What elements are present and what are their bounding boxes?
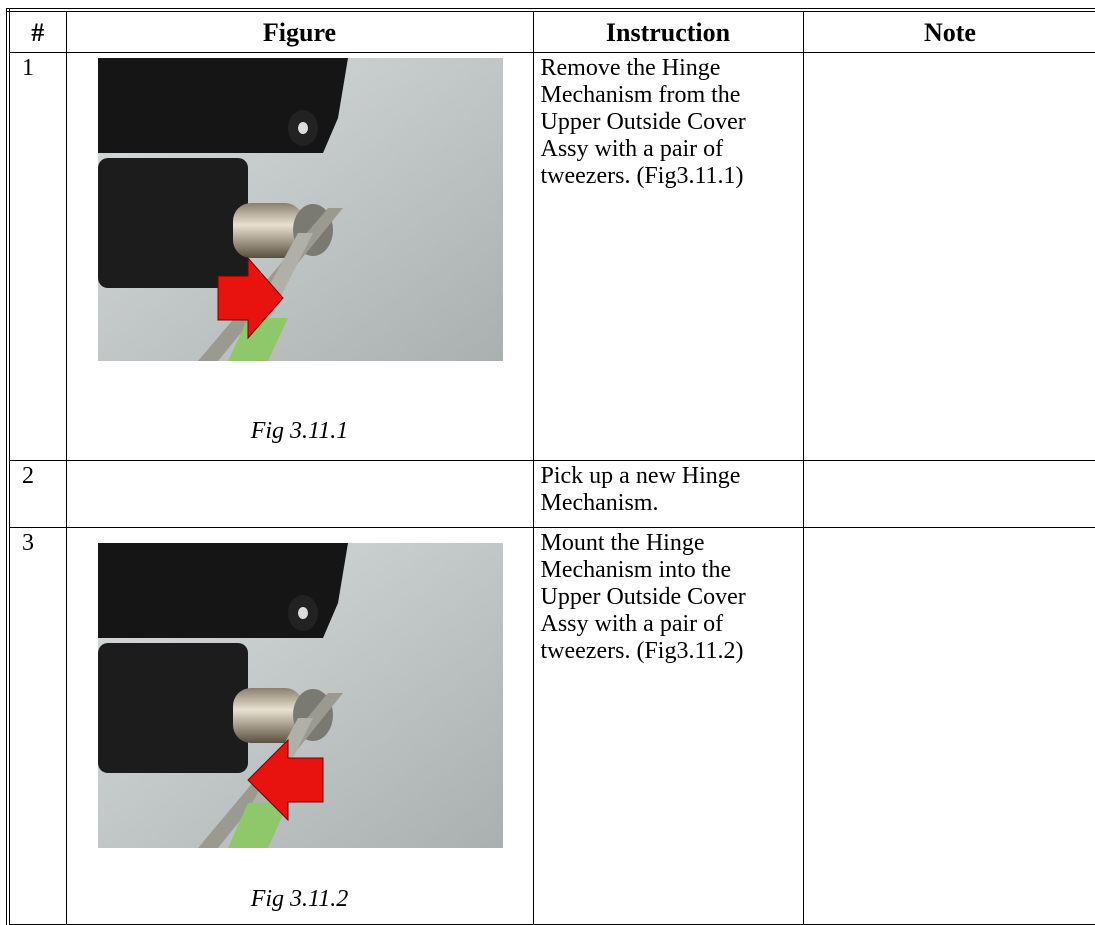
photo <box>97 543 503 848</box>
photo <box>97 58 503 361</box>
header-cell: # <box>7 9 67 53</box>
step-row: 3 Fig 3.11.2 Mount the Hinge Mechani <box>7 527 1095 925</box>
note <box>802 460 1095 528</box>
figure-caption: Fig 3.11.1 <box>250 418 349 444</box>
step-number: 3 <box>7 527 67 925</box>
header-cell: Note <box>802 9 1095 53</box>
header-cell: Figure <box>65 9 534 53</box>
step-row: 1 Fig 3.11.1 Remove the Hinge Mechan <box>7 52 1095 461</box>
procedure-table: # Figure Instruction Note 1 <box>6 8 1095 925</box>
step-row: 2 Pick up a new Hinge Mechanism. <box>7 460 1095 528</box>
note <box>802 527 1095 925</box>
note <box>802 52 1095 461</box>
header-cell: Instruction <box>532 9 804 53</box>
step-number: 2 <box>7 460 67 528</box>
figure-cell: Fig 3.11.1 <box>65 52 534 461</box>
instruction: Mount the Hinge Mechanism into the Upper… <box>532 527 804 925</box>
figure-cell <box>65 460 534 528</box>
figure-caption: Fig 3.11.2 <box>250 886 349 912</box>
instruction: Pick up a new Hinge Mechanism. <box>532 460 804 528</box>
instruction: Remove the Hinge Mechanism from the Uppe… <box>532 52 804 461</box>
figure-cell: Fig 3.11.2 <box>65 527 534 925</box>
step-number: 1 <box>7 52 67 461</box>
header-row: # Figure Instruction Note <box>7 9 1095 53</box>
